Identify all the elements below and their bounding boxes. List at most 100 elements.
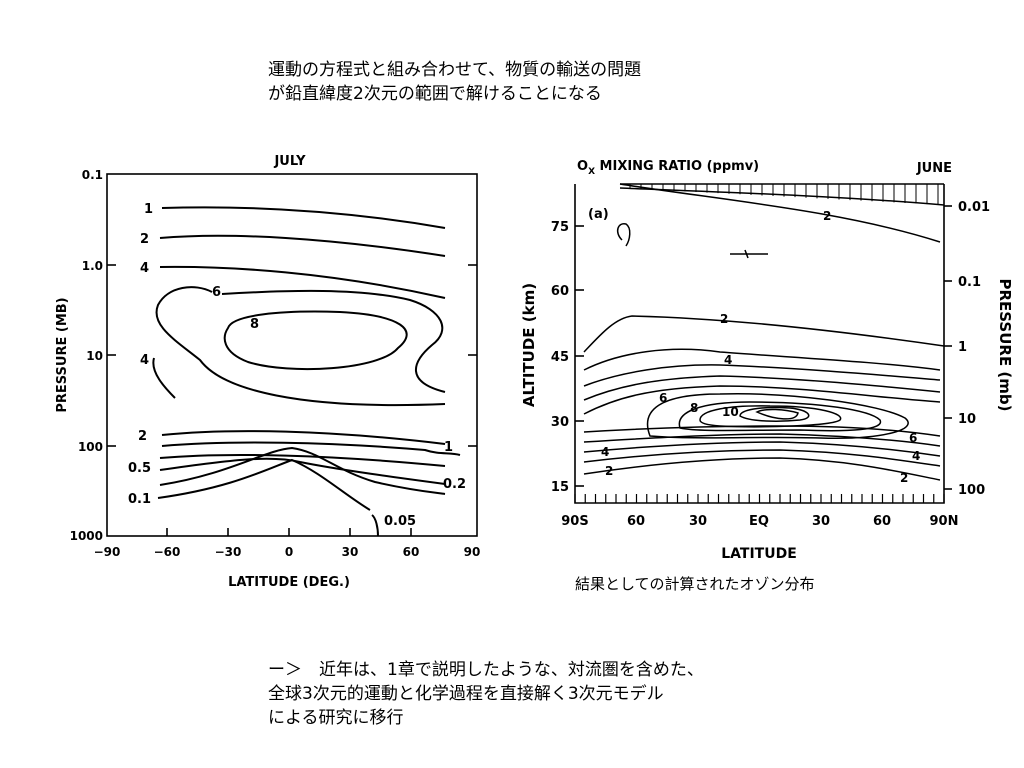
right-chart-corner-label: JUNE [916,161,952,176]
right-chart: OX MIXING RATIO (ppmv) JUNE 75 60 45 30 … [520,159,1014,562]
right-ytick-label: 15 [551,480,569,495]
right-x-ticks: 90S 60 30 EQ 30 60 90N [561,514,958,529]
right-contour-labels: 2 2 4 6 8 10 6 4 4 2 2 [601,209,920,485]
contour-line [739,406,810,422]
contour-label: 2 [823,209,831,223]
contour-label: 2 [605,464,613,478]
contour-line [159,453,446,467]
left-y-ticks: 0.1 1.0 10 100 1000 [70,168,477,543]
right-xtick-label: EQ [749,514,769,529]
contour-line [223,310,408,371]
right-y2-ticks: 0.01 0.1 1 10 100 [944,200,990,498]
contour-line [159,457,446,485]
contour-line [583,449,941,467]
left-xtick-label: 60 [403,545,420,559]
right-y2-axis-label: PRESSURE (mb) [996,278,1014,411]
left-chart-title: JULY [273,154,306,169]
left-x-ticks: −90 −60 −30 0 30 60 90 [94,528,480,559]
contour-label: 6 [212,285,221,300]
right-y2tick-label: 10 [958,412,976,427]
left-contours [152,206,461,537]
contour-label: 1 [444,440,453,455]
right-x-axis-label: LATITUDE [721,546,797,562]
contour-label: 2 [900,471,908,485]
contour-line [152,357,176,399]
contour-label: 6 [909,431,917,445]
contour-label: 2 [720,312,728,326]
left-ytick-label: 1.0 [82,259,103,273]
left-xtick-label: 30 [342,545,359,559]
left-xtick-label: −30 [215,545,242,559]
contour-label: 0.2 [443,477,466,492]
slide-top-text: 運動の方程式と組み合わせて、物質の輸送の問題 が鉛直緯度2次元の範囲で解けること… [268,58,641,106]
right-ytick-label: 75 [551,220,569,235]
right-y-axis-label: ALTITUDE (km) [520,283,538,407]
right-y-ticks: 75 60 45 30 15 [551,220,584,495]
contour-line [161,430,446,445]
contour-label: 4 [724,353,732,367]
right-hatch-lines [629,184,939,205]
right-ytick-label: 60 [551,284,569,299]
contour-label: 4 [912,449,920,463]
contour-label: 8 [690,401,698,415]
right-contours [583,183,945,481]
contour-line [161,206,446,229]
right-hatch-region [619,183,945,206]
contour-label: 1 [144,202,153,217]
right-xtick-label: 60 [873,514,891,529]
contour-line [583,457,941,481]
contour-label: 8 [250,317,259,332]
right-ytick-label: 45 [551,350,569,365]
contour-line [159,265,446,299]
right-xtick-label: 60 [627,514,645,529]
contour-line [583,315,945,353]
bottom-text-line-2: 全球3次元的運動と化学過程を直接解く3次元モデル [268,684,664,704]
right-xtick-label: 90S [561,514,588,529]
contour-line [583,385,941,415]
right-title-sub: X [588,167,595,177]
left-x-axis-label: LATITUDE (DEG.) [228,575,350,590]
contour-line [755,408,799,420]
contour-label: 6 [659,391,667,405]
right-title-main: O [577,159,588,174]
contour-line [371,514,379,537]
contour-label: 10 [722,405,739,419]
right-bottom-tick-comb [574,494,945,503]
contour-line [155,286,446,407]
left-xtick-label: −90 [94,545,121,559]
left-y-axis-label: PRESSURE (MB) [55,297,70,412]
contour-line [678,401,882,432]
left-ytick-label: 100 [78,440,103,454]
left-xtick-label: 0 [285,545,293,559]
bottom-text-line-3: による研究に移行 [268,708,404,728]
contour-label: 4 [140,353,149,368]
left-ytick-label: 1000 [70,529,103,543]
contour-label: 0.5 [128,461,151,476]
contour-line [583,425,941,437]
left-ytick-label: 0.1 [82,168,103,182]
contour-line [159,234,446,257]
left-contour-labels: 1 2 4 6 8 4 2 1 0.5 0.2 0.1 0.05 [128,202,466,529]
bottom-text-line-1: ー＞ 近年は、1章で説明したような、対流圏を含めた、 [268,660,704,680]
contour-line [221,289,446,393]
right-y2tick-label: 0.1 [958,275,981,290]
contour-label: 4 [140,261,149,276]
contour-line [619,183,941,243]
right-xtick-label: 30 [812,514,830,529]
right-y2tick-label: 100 [958,483,985,498]
right-y2tick-label: 0.01 [958,200,990,215]
contour-label: 2 [140,232,149,247]
contour-label: 2 [138,429,147,444]
contour-line [583,433,941,447]
right-y2tick-label: 1 [958,340,967,355]
contour-label: 0.05 [384,514,416,529]
contour-line [646,393,909,440]
contour-line [583,375,941,401]
right-chart-title: OX MIXING RATIO (ppmv) [577,159,759,177]
contour-label: 4 [601,445,609,459]
slide-bottom-text: ー＞ 近年は、1章で説明したような、対流圏を含めた、 全球3次元的運動と化学過程… [268,658,704,730]
small-closed-contour [616,223,631,247]
right-xtick-label: 30 [689,514,707,529]
left-ytick-label: 10 [86,349,103,363]
